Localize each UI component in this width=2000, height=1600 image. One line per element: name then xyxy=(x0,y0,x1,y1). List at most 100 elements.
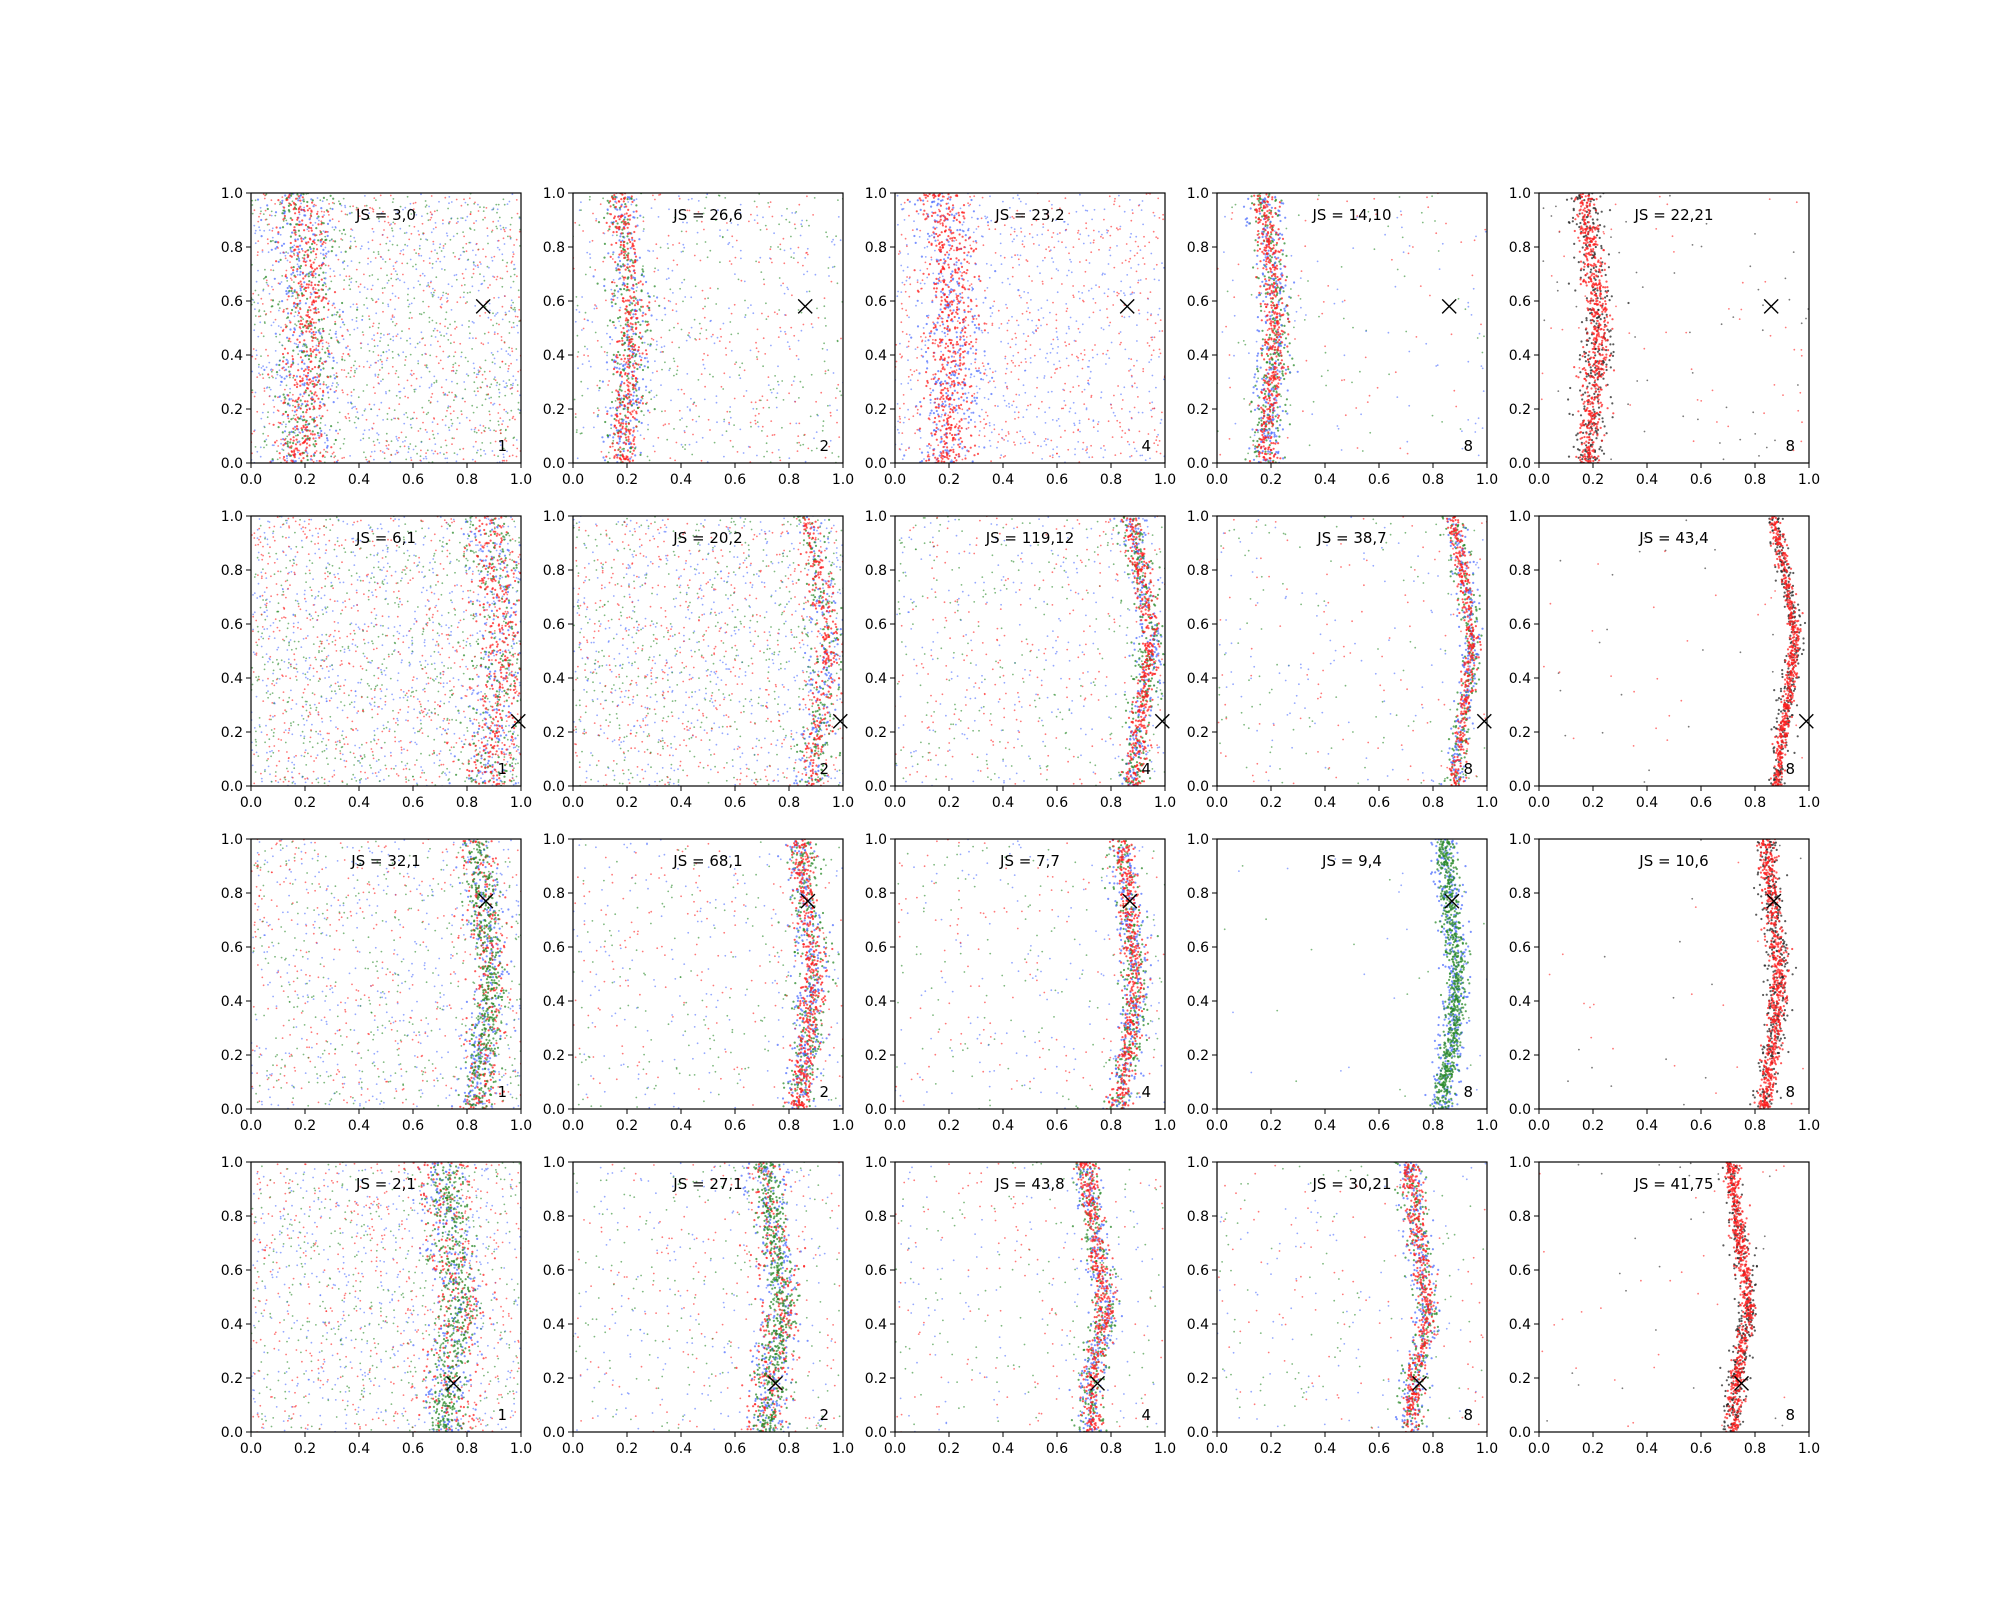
point-blue xyxy=(581,296,583,298)
point-green xyxy=(759,229,762,231)
point-red xyxy=(756,222,759,225)
point-red xyxy=(254,358,257,360)
point-red xyxy=(327,264,330,267)
point-green xyxy=(415,252,417,255)
point-blue xyxy=(897,420,899,423)
point-blue xyxy=(380,354,382,357)
point-blue xyxy=(715,395,718,397)
point-blue xyxy=(323,214,325,217)
point-red xyxy=(622,354,625,357)
point-green xyxy=(808,224,810,227)
point-blue xyxy=(300,202,302,205)
point-blue xyxy=(1140,209,1143,212)
point-red xyxy=(475,376,478,379)
point-green xyxy=(472,261,475,264)
point-blue xyxy=(326,437,329,440)
point-blue xyxy=(396,333,399,336)
point-green xyxy=(291,308,294,312)
point-green xyxy=(303,418,306,421)
point-blue xyxy=(930,409,933,412)
point-blue xyxy=(474,265,477,267)
point-blue xyxy=(1055,219,1057,222)
point-blue xyxy=(507,370,509,373)
point-blue xyxy=(299,273,302,276)
point-green xyxy=(454,362,457,364)
point-blue xyxy=(371,338,373,340)
point-green xyxy=(290,418,293,421)
point-blue xyxy=(757,425,760,428)
point-blue xyxy=(253,224,256,227)
point-green xyxy=(301,437,304,440)
point-red xyxy=(435,226,437,229)
point-green xyxy=(405,355,407,358)
point-blue xyxy=(385,391,387,393)
point-green xyxy=(272,376,274,379)
point-blue xyxy=(1158,330,1161,332)
point-red xyxy=(701,289,704,292)
point-green xyxy=(436,252,438,255)
point-red xyxy=(518,308,521,311)
point-red xyxy=(512,415,515,418)
point-red xyxy=(340,210,343,213)
point-blue xyxy=(1113,290,1115,293)
point-red xyxy=(483,430,486,433)
point-green xyxy=(294,323,296,325)
point-blue xyxy=(657,216,660,218)
point-blue xyxy=(271,285,273,288)
point-blue xyxy=(1042,226,1045,229)
point-red xyxy=(305,408,309,411)
point-blue xyxy=(278,309,280,312)
point-green xyxy=(493,378,495,380)
point-green xyxy=(331,367,334,370)
point-blue xyxy=(1120,393,1122,396)
point-red xyxy=(394,417,397,420)
point-green xyxy=(646,455,649,458)
point-green xyxy=(302,326,305,329)
point-red xyxy=(618,309,621,312)
point-red xyxy=(295,427,298,430)
js-label: JS = 26,6 xyxy=(672,206,742,224)
point-blue xyxy=(477,369,480,372)
point-red xyxy=(428,438,431,440)
y-tick-label: 0.2 xyxy=(221,402,243,418)
point-green xyxy=(603,278,606,281)
point-green xyxy=(501,259,504,262)
point-green xyxy=(697,379,700,381)
point-green xyxy=(293,281,295,283)
point-red xyxy=(302,379,304,382)
point-green xyxy=(431,293,434,296)
point-blue xyxy=(268,292,271,295)
subplot-1-1: 0.00.00.20.20.40.40.60.60.80.81.01.0JS =… xyxy=(221,186,532,488)
point-blue xyxy=(603,284,606,288)
point-green xyxy=(810,373,813,376)
point-red xyxy=(289,438,292,441)
point-red xyxy=(633,269,636,272)
point-blue xyxy=(925,314,929,318)
point-red xyxy=(460,413,463,416)
point-red xyxy=(641,402,645,405)
point-red xyxy=(632,291,636,294)
point-green xyxy=(445,292,448,295)
point-blue xyxy=(297,248,300,251)
point-green xyxy=(317,215,320,218)
point-green xyxy=(262,432,265,435)
point-red xyxy=(750,213,752,216)
point-green xyxy=(338,411,341,414)
point-red xyxy=(619,412,622,415)
point-blue xyxy=(715,401,718,404)
point-red xyxy=(320,434,323,438)
point-red xyxy=(635,317,638,320)
point-blue xyxy=(455,460,458,463)
point-blue xyxy=(502,453,505,456)
point-green xyxy=(289,391,291,394)
point-green xyxy=(684,444,687,446)
point-red xyxy=(303,391,306,394)
point-blue xyxy=(745,390,748,392)
point-red xyxy=(372,386,375,389)
point-green xyxy=(498,388,500,391)
point-blue xyxy=(1065,357,1068,360)
point-blue xyxy=(341,321,345,324)
point-blue xyxy=(657,269,660,271)
point-red xyxy=(328,214,330,216)
point-green xyxy=(827,369,830,372)
